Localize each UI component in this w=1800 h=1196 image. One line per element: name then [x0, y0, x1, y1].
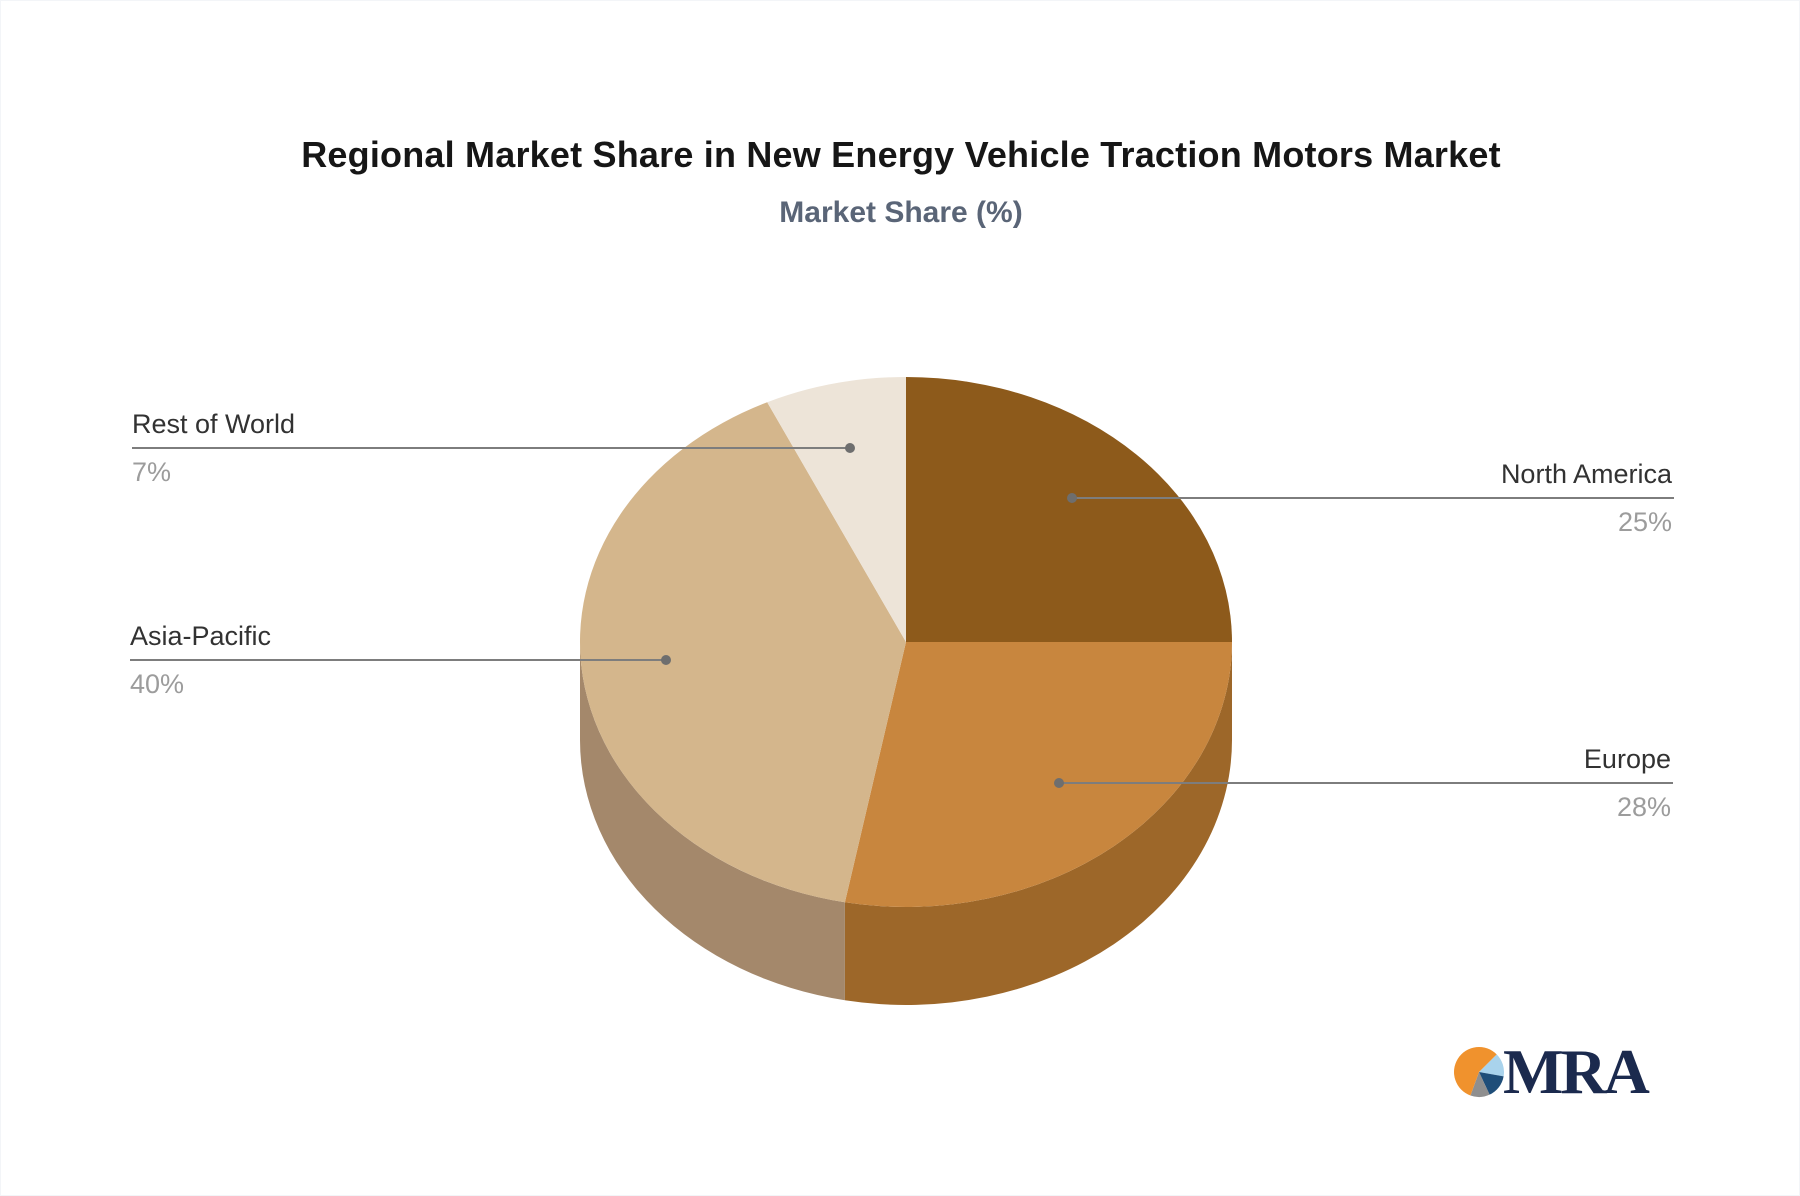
slice-label: Asia-Pacific [130, 621, 272, 651]
pie-slice-asia-pacific [579, 402, 906, 903]
callout-asia-pacific: Asia-Pacific 40% [130, 621, 271, 700]
pie-side-europe [844, 642, 1232, 1006]
pie-slice-north-america [906, 377, 1232, 642]
callout-north-america: North America 25% [1501, 459, 1672, 538]
chart-title: Regional Market Share in New Energy Vehi… [301, 134, 1501, 175]
slice-value: 7% [132, 457, 172, 487]
logo-pie-segment-2 [1470, 1072, 1490, 1098]
logo-pie-segment-1 [1479, 1072, 1504, 1095]
logo-pie-segment-3 [1454, 1046, 1497, 1096]
callout-rest-of-world: Rest of World 7% [132, 409, 295, 488]
slice-value: 28% [1616, 792, 1671, 822]
logo-pie-segment-0 [1479, 1054, 1505, 1077]
slice-value: 40% [130, 669, 185, 699]
slice-label: North America [1500, 459, 1672, 489]
leader-dot-europe [1054, 778, 1064, 788]
pie-side-asia-pacific [580, 642, 845, 1001]
slice-value: 25% [1617, 507, 1672, 537]
leader-dot-north-america [1067, 493, 1077, 503]
callout-europe: Europe 28% [1584, 744, 1671, 823]
slice-label: Rest of World [132, 409, 296, 439]
leader-dot-asia-pacific [661, 655, 671, 665]
pie-slice-europe [844, 642, 1232, 908]
mra-pie-icon [1454, 1046, 1505, 1098]
chart-subtitle: Market Share (%) [779, 196, 1023, 229]
leader-dot-rest-of-world [845, 443, 855, 453]
slice-label: Europe [1583, 744, 1671, 774]
pie-slice-rest-of-world [767, 377, 906, 642]
mra-logo-text: MRA [1503, 1036, 1650, 1107]
